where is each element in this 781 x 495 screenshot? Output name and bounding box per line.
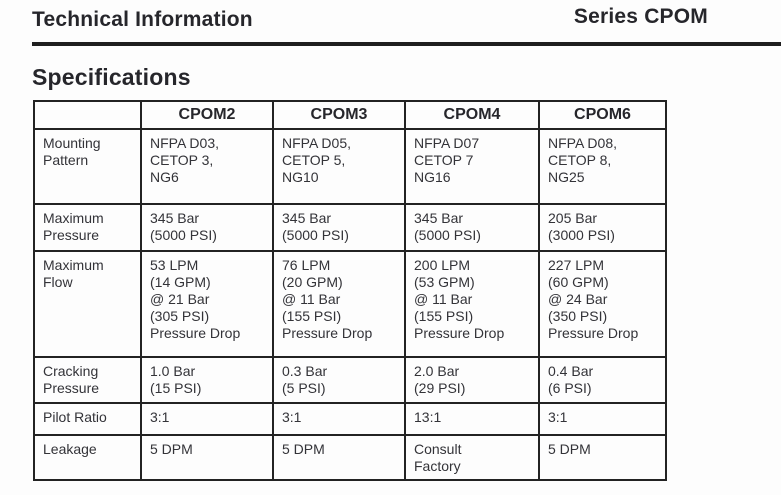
table-cell: 5 DPM [538, 434, 667, 481]
table-cell: 2.0 Bar (29 PSI) [404, 356, 540, 404]
column-header-blank [33, 100, 142, 130]
column-header-cpom2: CPOM2 [140, 100, 274, 130]
table-row-maximum-flow: Maximum Flow 53 LPM (14 GPM) @ 21 Bar (3… [33, 250, 667, 358]
column-header-cpom3: CPOM3 [272, 100, 406, 130]
row-label: Maximum Flow [33, 250, 142, 358]
section-heading: Specifications [32, 64, 191, 90]
row-label: Pilot Ratio [33, 402, 142, 436]
table-row-mounting-pattern: Mounting Pattern NFPA D03, CETOP 3, NG6 … [33, 128, 667, 205]
table-header-row: CPOM2 CPOM3 CPOM4 CPOM6 [33, 100, 667, 130]
table-cell: 345 Bar (5000 PSI) [140, 203, 274, 252]
table-cell: NFPA D07 CETOP 7 NG16 [404, 128, 540, 205]
table-cell: 5 DPM [140, 434, 274, 481]
table-cell: 1.0 Bar (15 PSI) [140, 356, 274, 404]
header-divider [32, 42, 781, 46]
table-cell: 3:1 [538, 402, 667, 436]
table-cell: 3:1 [140, 402, 274, 436]
table-row-leakage: Leakage 5 DPM 5 DPM Consult Factory 5 DP… [33, 434, 667, 481]
table-cell: 200 LPM (53 GPM) @ 11 Bar (155 PSI) Pres… [404, 250, 540, 358]
table-cell: 345 Bar (5000 PSI) [404, 203, 540, 252]
row-label: Cracking Pressure [33, 356, 142, 404]
specifications-table: CPOM2 CPOM3 CPOM4 CPOM6 Mounting Pattern… [33, 100, 667, 481]
table-cell: 5 DPM [272, 434, 406, 481]
table-cell: 3:1 [272, 402, 406, 436]
table-cell: 345 Bar (5000 PSI) [272, 203, 406, 252]
table-cell: NFPA D05, CETOP 5, NG10 [272, 128, 406, 205]
table-cell: 0.4 Bar (6 PSI) [538, 356, 667, 404]
series-title: Series CPOM [573, 5, 708, 28]
column-header-cpom4: CPOM4 [404, 100, 540, 130]
table-cell: 13:1 [404, 402, 540, 436]
table-cell: Consult Factory [404, 434, 540, 481]
column-header-cpom6: CPOM6 [538, 100, 667, 130]
table-cell: 0.3 Bar (5 PSI) [272, 356, 406, 404]
table-cell: NFPA D03, CETOP 3, NG6 [140, 128, 274, 205]
table-cell: 76 LPM (20 GPM) @ 11 Bar (155 PSI) Press… [272, 250, 406, 358]
table-row-pilot-ratio: Pilot Ratio 3:1 3:1 13:1 3:1 [33, 402, 667, 436]
row-label: Maximum Pressure [33, 203, 142, 252]
page-title: Technical Information [32, 8, 253, 31]
table-cell: 227 LPM (60 GPM) @ 24 Bar (350 PSI) Pres… [538, 250, 667, 358]
row-label: Leakage [33, 434, 142, 481]
table-cell: NFPA D08, CETOP 8, NG25 [538, 128, 667, 205]
table-cell: 53 LPM (14 GPM) @ 21 Bar (305 PSI) Press… [140, 250, 274, 358]
table-row-maximum-pressure: Maximum Pressure 345 Bar (5000 PSI) 345 … [33, 203, 667, 252]
table-cell: 205 Bar (3000 PSI) [538, 203, 667, 252]
table-row-cracking-pressure: Cracking Pressure 1.0 Bar (15 PSI) 0.3 B… [33, 356, 667, 404]
row-label: Mounting Pattern [33, 128, 142, 205]
